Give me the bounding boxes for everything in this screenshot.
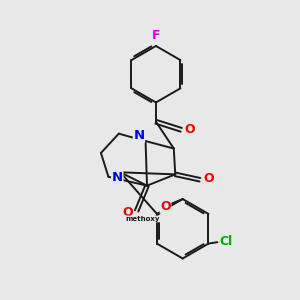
Text: Cl: Cl (220, 235, 233, 248)
Text: O: O (184, 123, 195, 136)
Text: methoxy: methoxy (125, 216, 160, 222)
Text: O: O (160, 200, 171, 213)
Text: N: N (134, 129, 145, 142)
Text: O: O (122, 206, 133, 219)
Text: F: F (152, 29, 160, 42)
Text: O: O (203, 172, 214, 185)
Text: N: N (112, 171, 123, 184)
